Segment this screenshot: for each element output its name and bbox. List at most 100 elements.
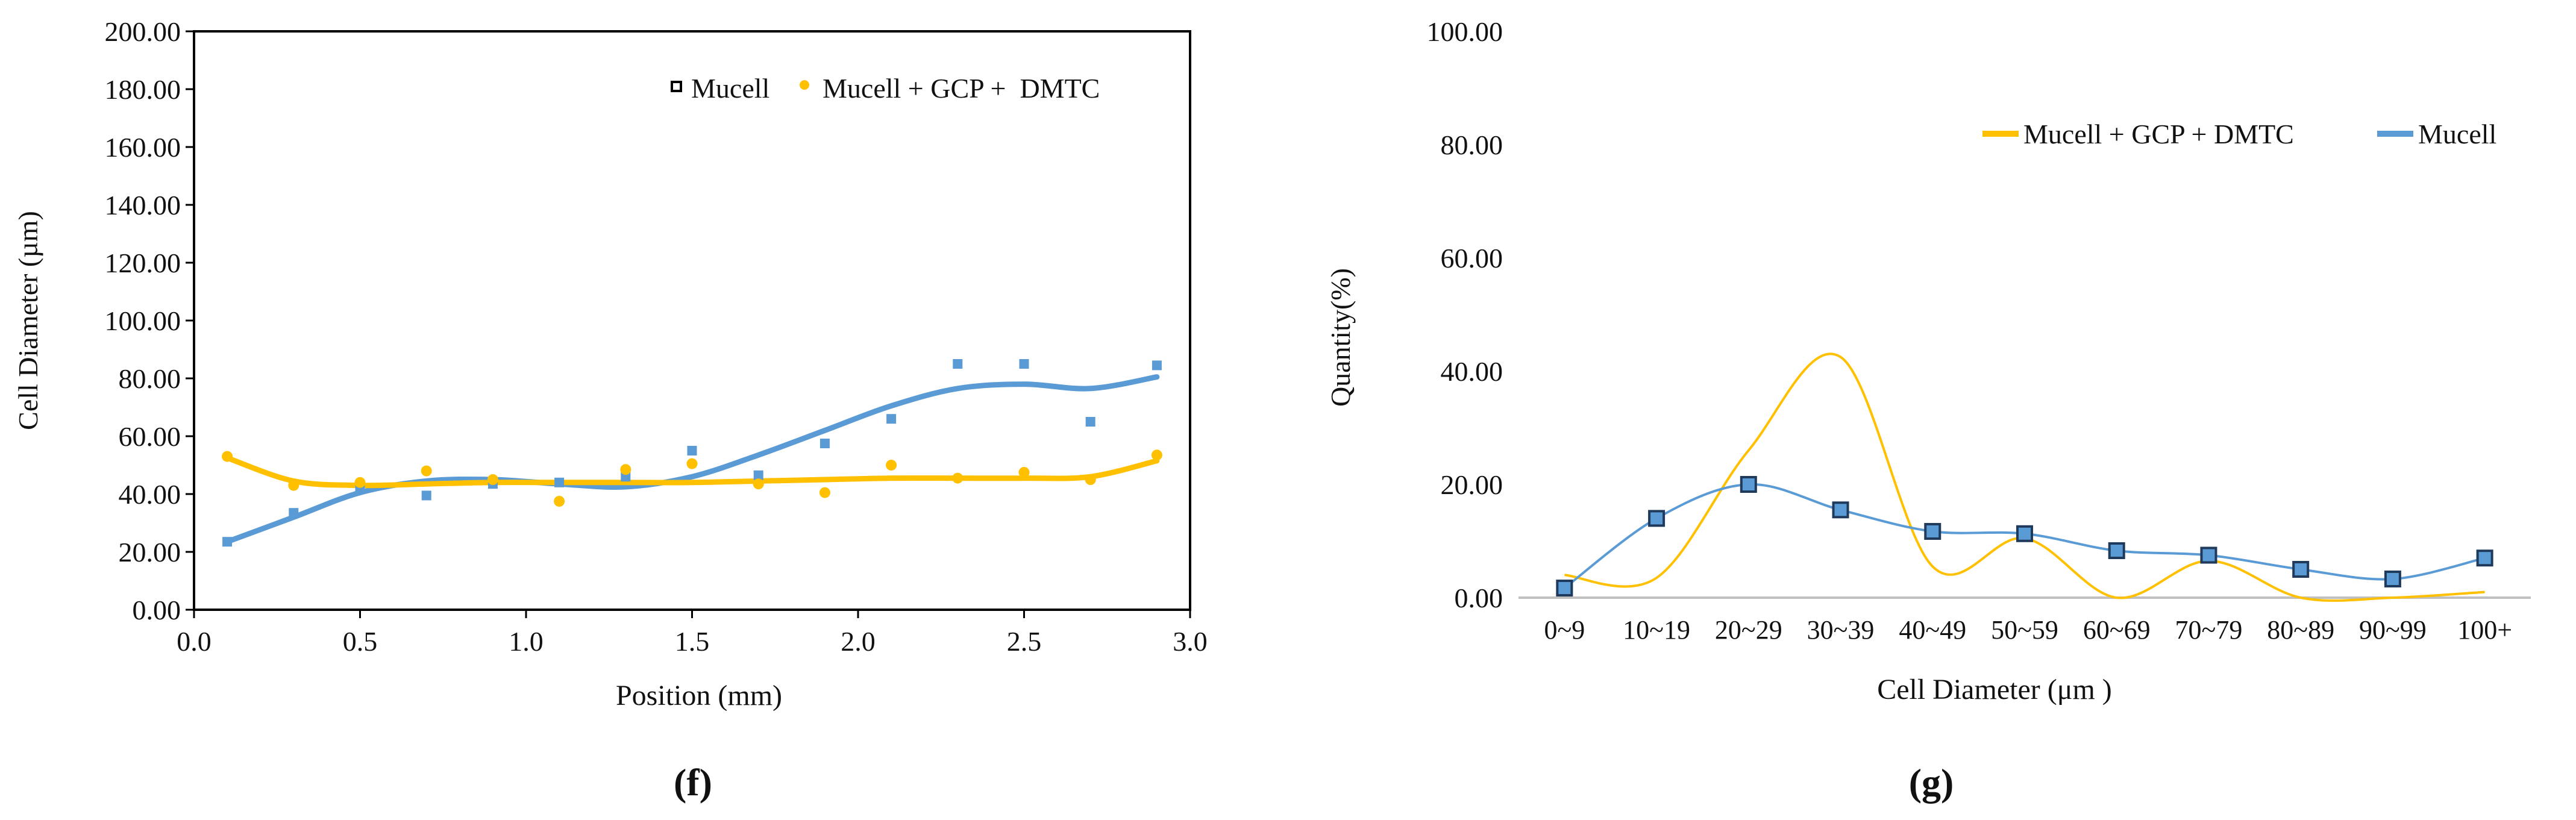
chart-g-point-mucell (2384, 570, 2401, 587)
chart-g-line-mucell-gcp-dmtc (1564, 352, 2485, 602)
chart-f-ytick-label: 80.00 (119, 363, 181, 394)
chart-f-ytick-label: 140.00 (105, 190, 181, 221)
chart-f-xtick-label: 2.5 (1007, 626, 1042, 657)
legend-label-mucell: Mucell (2418, 119, 2496, 149)
chart-f-ytick-label: 60.00 (119, 421, 181, 452)
chart-g-y-ticks: 0.00 20.00 40.00 60.00 80.00 100.00 (1427, 16, 1503, 613)
chart-f-point-mucell-gcp-dmtc (288, 480, 299, 491)
chart-g-xtick-label: 20~29 (1715, 615, 1782, 645)
legend-marker-mucell-gcp-dmtc (800, 80, 809, 90)
chart-g-xtick-label: 60~69 (2083, 615, 2151, 645)
chart-g-ytick-label: 40.00 (1441, 356, 1503, 387)
chart-f-xtick-label: 2.0 (841, 626, 876, 657)
chart-f-point-mucell-gcp-dmtc (886, 460, 897, 471)
chart-g-xtick-label: 100+ (2457, 615, 2512, 645)
chart-g-point-mucell (1556, 580, 1573, 597)
chart-f-ytick-label: 200.00 (105, 16, 181, 47)
chart-f-point-mucell (421, 490, 431, 501)
chart-g-legend: Mucell + GCP + DMTC Mucell (1982, 119, 2496, 149)
legend-label-mucell-gcp-dmtc: Mucell + GCP + DMTC (823, 73, 1100, 104)
chart-g-ytick-label: 100.00 (1427, 16, 1503, 47)
chart-g-xtick-label: 80~89 (2267, 615, 2334, 645)
chart-f-legend: Mucell Mucell + GCP + DMTC (671, 73, 1100, 104)
chart-f-point-mucell-gcp-dmtc (1085, 474, 1096, 485)
chart-g-ytick-label: 80.00 (1441, 130, 1503, 160)
chart-f-point-mucell (1152, 360, 1162, 371)
chart-f-xlabel: Position (mm) (616, 680, 782, 712)
chart-f-ytick-label: 100.00 (105, 305, 181, 336)
chart-f-ylabel: Cell Diameter (µm) (13, 211, 43, 430)
chart-f-point-mucell-gcp-dmtc (1018, 467, 1030, 478)
chart-g-xlabel: Cell Diameter (μm ) (1877, 674, 2112, 706)
chart-g-xtick-label: 90~99 (2359, 615, 2427, 645)
chart-f-point-mucell-gcp-dmtc (753, 478, 764, 490)
chart-g-x-ticks: 0~9 10~19 20~29 30~39 40~49 50~59 60~69 70~79 80… (1544, 615, 2512, 645)
chart-g-point-mucell (2476, 549, 2493, 567)
chart-f-point-mucell-gcp-dmtc (686, 458, 698, 469)
chart-f-xtick-label: 3.0 (1173, 626, 1208, 657)
chart-f-ytick-label: 40.00 (119, 479, 181, 510)
chart-f-point-mucell (753, 470, 763, 480)
chart-g-point-mucell (2108, 542, 2125, 559)
chart-f-panel-label: (f) (674, 761, 712, 804)
chart-g-xtick-label: 50~59 (1991, 615, 2058, 645)
chart-g-series-lines (1564, 352, 2486, 602)
chart-g-point-mucell (1740, 476, 1757, 493)
chart-f-point-mucell-gcp-dmtc (1151, 449, 1162, 461)
chart-f-point-mucell (687, 446, 697, 455)
chart-f-position-vs-diameter: 0.00 20.00 40.00 60.00 80.00 100.00 120.00 140.… (13, 16, 1208, 804)
chart-g-ylabel: Quantity(%) (1325, 268, 1356, 407)
chart-f-ytick-label: 180.00 (105, 74, 181, 105)
chart-f-plot-frame (193, 30, 1191, 611)
chart-f-point-mucell-gcp-dmtc (554, 496, 565, 507)
chart-g-ytick-label: 60.00 (1441, 243, 1503, 274)
chart-f-point-mucell (1085, 417, 1095, 427)
chart-f-xtick-label: 0.0 (177, 626, 212, 657)
chart-f-x-ticks: 0.0 0.5 1.0 1.5 2.0 2.5 3.0 (177, 610, 1208, 657)
chart-g-point-mucell (2016, 525, 2033, 542)
chart-g-point-mucell (1832, 501, 1849, 519)
chart-f-point-mucell-gcp-dmtc (487, 474, 498, 485)
chart-f-point-mucell-gcp-dmtc (620, 464, 631, 475)
chart-g-point-mucell (1648, 510, 1666, 527)
chart-g-panel-label: (g) (1909, 761, 1954, 804)
chart-f-ytick-label: 120.00 (105, 248, 181, 278)
chart-f-ytick-label: 20.00 (119, 537, 181, 568)
chart-f-xtick-label: 1.0 (509, 626, 544, 657)
chart-g-point-mucell (2292, 561, 2310, 578)
chart-f-xtick-label: 0.5 (343, 626, 378, 657)
legend-label-mucell: Mucell (691, 73, 769, 104)
chart-f-point-mucell (886, 414, 897, 424)
chart-f-point-mucell-gcp-dmtc (354, 477, 366, 488)
chart-g-xtick-label: 0~9 (1544, 615, 1585, 645)
chart-f-xtick-label: 1.5 (675, 626, 710, 657)
legend-label-mucell-gcp-dmtc: Mucell + GCP + DMTC (2023, 119, 2294, 149)
chart-f-trendline (224, 455, 1160, 489)
chart-g-ytick-label: 0.00 (1455, 583, 1503, 613)
chart-f-point-mucell-gcp-dmtc (819, 487, 830, 498)
chart-f-point-mucell (222, 537, 233, 547)
chart-g-xtick-label: 10~19 (1623, 615, 1690, 645)
chart-g-xtick-label: 30~39 (1807, 615, 1875, 645)
chart-f-point-mucell-gcp-dmtc (421, 465, 432, 477)
chart-f-y-ticks: 0.00 20.00 40.00 60.00 80.00 100.00 120.00 140.… (105, 16, 194, 625)
chart-g-point-mucell (1924, 523, 1941, 540)
chart-g-xtick-label: 40~49 (1899, 615, 1966, 645)
chart-g-ytick-label: 20.00 (1441, 469, 1503, 500)
chart-f-point-mucell (1019, 359, 1029, 369)
chart-f-point-mucell (819, 439, 830, 448)
chart-g-points (1556, 476, 2493, 597)
chart-f-point-mucell (289, 508, 299, 518)
legend-marker-mucell (671, 81, 682, 92)
chart-f-ytick-label: 160.00 (105, 132, 181, 163)
chart-f-point-mucell-gcp-dmtc (952, 472, 964, 484)
chart-f-point-mucell (554, 477, 565, 487)
chart-f-point-mucell-gcp-dmtc (222, 451, 233, 462)
chart-f-points (222, 359, 1162, 547)
chart-f-trendlines (224, 374, 1160, 545)
chart-g-point-mucell (2200, 546, 2217, 564)
chart-f-point-mucell (953, 359, 963, 369)
chart-g-diameter-distribution: 0.00 20.00 40.00 60.00 80.00 100.00 0~9 10~19 2… (1325, 16, 2531, 804)
